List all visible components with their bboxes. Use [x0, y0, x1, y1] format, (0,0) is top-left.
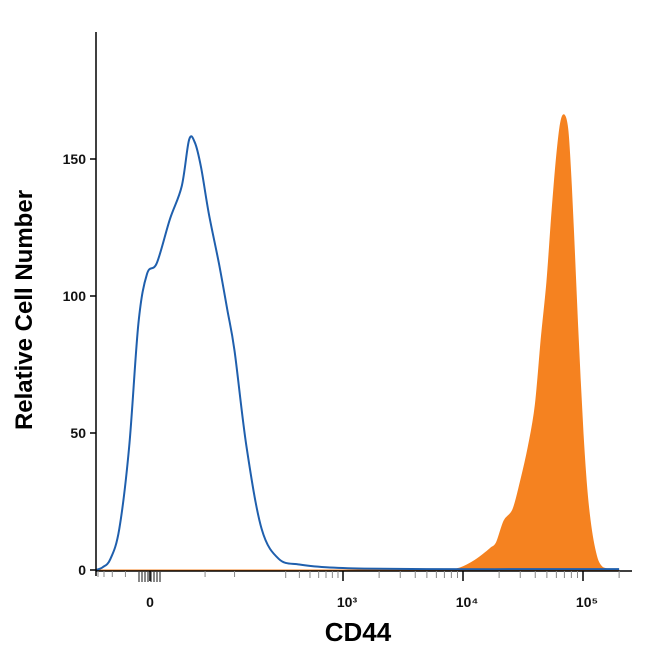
y-axis-title: Relative Cell Number	[11, 190, 38, 430]
y-tick-label: 100	[63, 288, 87, 304]
series-layer	[95, 114, 620, 571]
x-tick-label: 0	[146, 594, 154, 610]
stained-histogram-area	[96, 114, 620, 571]
y-tick-label: 50	[70, 425, 86, 441]
x-tick-label: 10⁴	[456, 594, 479, 610]
y-tick-label: 150	[63, 151, 87, 167]
x-tick-label: 10⁵	[576, 594, 598, 610]
axes-layer: 0 50 100 150 0 10³ 10⁴ 10⁵	[63, 32, 632, 610]
x-tick-label: 10³	[337, 594, 358, 610]
x-axis-title: CD44	[325, 617, 392, 647]
isotype-histogram-line	[95, 135, 620, 571]
y-tick-label: 0	[78, 562, 86, 578]
